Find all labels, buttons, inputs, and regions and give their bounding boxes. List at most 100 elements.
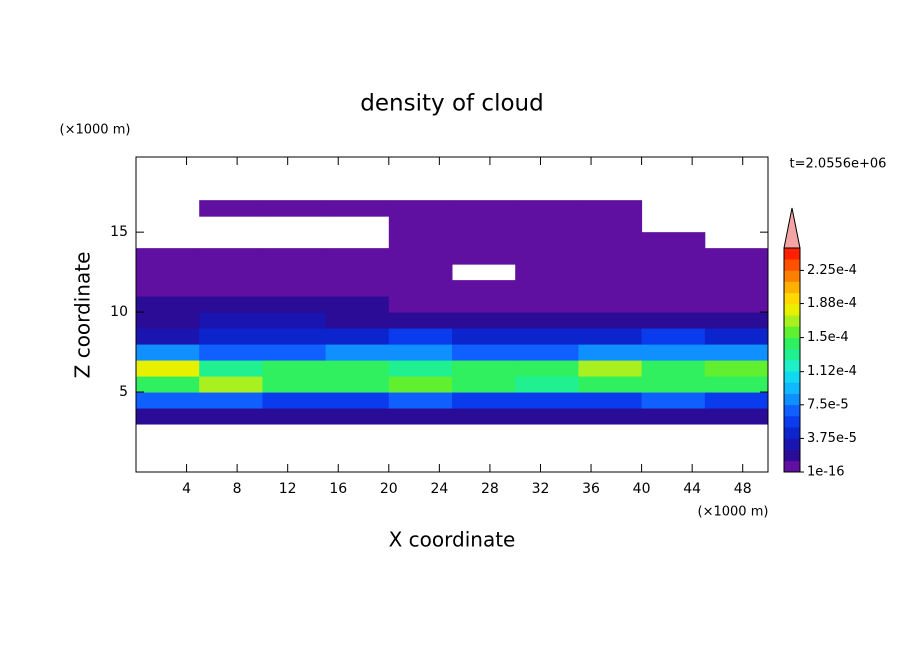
- colorbar-tick-label: 1.88e-4: [807, 296, 857, 311]
- contour-cell: [325, 360, 390, 377]
- contour-cell: [578, 200, 643, 217]
- contour-cell: [704, 328, 769, 345]
- contour-cell: [704, 280, 769, 297]
- y-unit: (×1000 m): [60, 123, 131, 138]
- contour-cell: [641, 248, 706, 265]
- contour-cell: [704, 376, 769, 393]
- contour-cell: [388, 408, 453, 425]
- x-tick-label: 28: [481, 481, 499, 497]
- colorbar-band: [784, 248, 800, 260]
- contour-cell: [388, 264, 453, 281]
- contour-cell: [641, 312, 706, 329]
- contour-cell: [262, 296, 327, 313]
- contour-cell: [578, 312, 643, 329]
- contour-cell: [136, 376, 200, 393]
- contour-cell: [578, 376, 643, 393]
- y-tick-label: 5: [119, 384, 128, 400]
- contour-cell: [136, 392, 200, 409]
- contour-cell: [325, 296, 390, 313]
- contour-cell: [515, 408, 579, 425]
- contour-cell: [515, 328, 579, 345]
- contour-cell: [452, 408, 516, 425]
- contour-cell: [452, 376, 516, 393]
- colorbar-tick-label: 1.5e-4: [807, 330, 849, 345]
- contour-cell: [388, 248, 453, 265]
- contour-cell: [325, 408, 390, 425]
- contour-cell: [704, 360, 769, 377]
- colorbar-band: [784, 371, 800, 383]
- contour-cell: [641, 344, 706, 361]
- contour-cell: [641, 328, 706, 345]
- contour-cell: [262, 312, 327, 329]
- contour-cell: [452, 216, 516, 233]
- contour-cell: [452, 232, 516, 249]
- contour-cell: [199, 344, 263, 361]
- contour-cell: [199, 376, 263, 393]
- contour-cell: [136, 344, 200, 361]
- contour-cell: [452, 344, 516, 361]
- contour-cell: [578, 296, 643, 313]
- contour-cell: [388, 216, 453, 233]
- contour-cell: [388, 344, 453, 361]
- x-unit: (×1000 m): [698, 505, 769, 520]
- x-tick-label: 40: [633, 481, 651, 497]
- contour-cell: [136, 360, 200, 377]
- x-tick-label: 32: [532, 481, 550, 497]
- contour-cell: [262, 376, 327, 393]
- contour-cell: [578, 232, 643, 249]
- x-tick-label: 24: [430, 481, 448, 497]
- x-tick-label: 4: [182, 481, 191, 497]
- colorbar-band: [784, 416, 800, 428]
- colorbar-over: [783, 207, 801, 249]
- contour-cell: [578, 392, 643, 409]
- contour-cell: [199, 248, 263, 265]
- contour-cell: [452, 296, 516, 313]
- contour-cell: [136, 296, 200, 313]
- x-tick-label: 12: [279, 481, 297, 497]
- contour-cell: [704, 296, 769, 313]
- contour-cell: [388, 360, 453, 377]
- y-tick-label: 15: [110, 224, 128, 240]
- colorbar-frame: [783, 247, 801, 473]
- contour-cell: [325, 200, 390, 217]
- contour-cell: [325, 264, 390, 281]
- contour-cell: [515, 344, 579, 361]
- contour-cell: [578, 264, 643, 281]
- x-tick-label: 48: [734, 481, 752, 497]
- colorbar-band: [784, 427, 800, 439]
- contour-cell: [578, 328, 643, 345]
- colorbar-band: [784, 281, 800, 294]
- contour-cell: [704, 392, 769, 409]
- colorbar-tick-label: 1e-16: [807, 465, 845, 480]
- contour-cell: [136, 280, 200, 297]
- colorbar-band: [784, 404, 800, 417]
- contour-cell: [515, 360, 579, 377]
- contour-cell: [515, 280, 579, 297]
- contour-cell: [136, 328, 200, 345]
- contour-cell: [515, 216, 579, 233]
- contour-cell: [262, 328, 327, 345]
- contour-cell: [641, 264, 706, 281]
- contour-cell: [515, 200, 579, 217]
- colorbar-band: [784, 382, 800, 394]
- contour-cell: [388, 392, 453, 409]
- contour-cell: [388, 232, 453, 249]
- contour-cell: [262, 280, 327, 297]
- contour-cell: [262, 200, 327, 217]
- contour-cell: [452, 280, 516, 297]
- x-axis-label: X coordinate: [389, 528, 516, 552]
- y-tick-label: 10: [110, 304, 128, 320]
- contour-cell: [325, 392, 390, 409]
- contour-cell: [641, 232, 706, 249]
- contour-cell: [641, 376, 706, 393]
- contour-cell: [325, 248, 390, 265]
- contour-cell: [262, 360, 327, 377]
- contour-cell: [515, 392, 579, 409]
- x-tick-label: 20: [380, 481, 398, 497]
- x-tick-label: 36: [582, 481, 600, 497]
- contour-cell: [388, 296, 453, 313]
- plot-frame: [135, 156, 769, 473]
- contour-cell: [452, 328, 516, 345]
- colorbar-tick-label: 1.12e-4: [807, 364, 857, 379]
- colorbar-band: [784, 460, 800, 473]
